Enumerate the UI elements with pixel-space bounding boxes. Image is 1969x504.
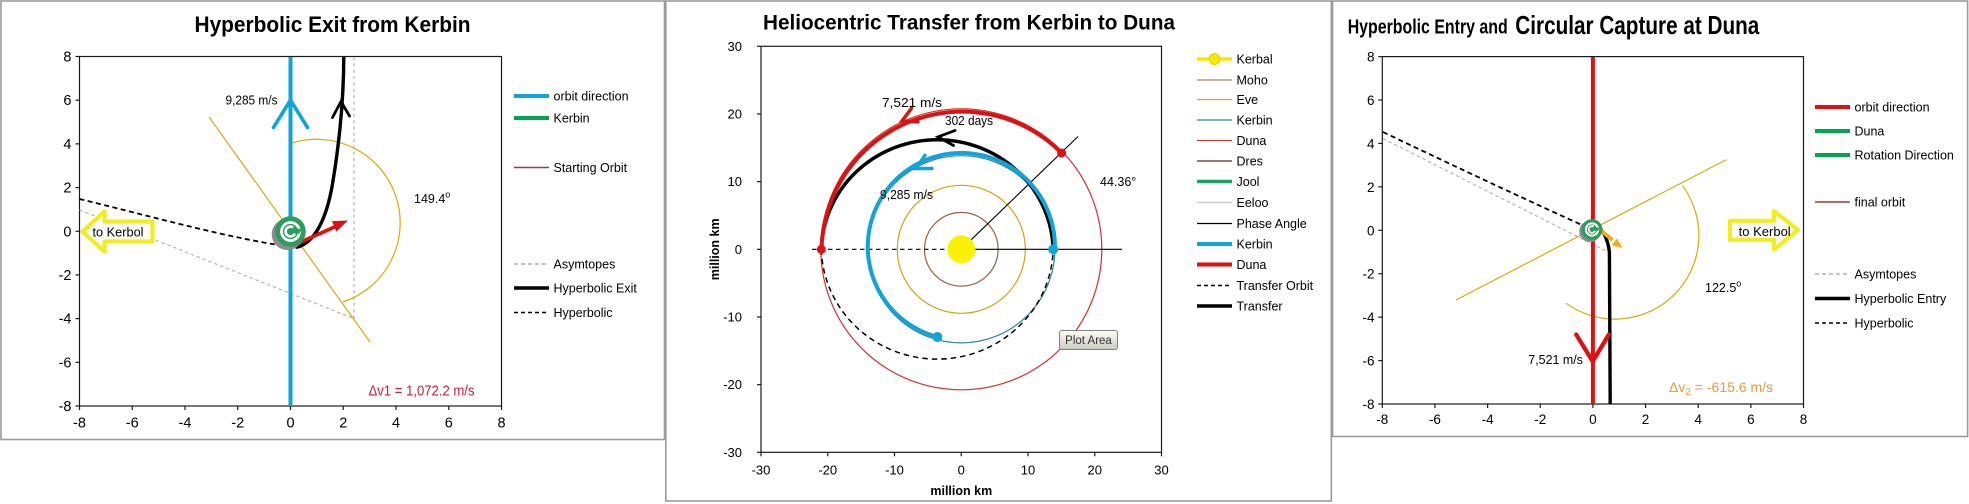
svg-text:8: 8 [1800, 412, 1808, 427]
svg-text:-20: -20 [723, 377, 742, 392]
svg-text:Plot Area: Plot Area [1065, 335, 1112, 347]
svg-text:-4: -4 [1362, 310, 1374, 325]
svg-text:Hyperbolic Exit: Hyperbolic Exit [554, 282, 638, 296]
svg-text:-2: -2 [1362, 267, 1374, 282]
svg-text:149.4o: 149.4o [414, 190, 450, 207]
svg-text:orbit direction: orbit direction [1855, 101, 1930, 115]
svg-text:7,521 m/s: 7,521 m/s [882, 96, 942, 110]
svg-text:-8: -8 [73, 416, 86, 432]
svg-text:Heliocentric Transfer from Ker: Heliocentric Transfer from Kerbin to Dun… [763, 12, 1175, 35]
svg-text:-2: -2 [231, 416, 244, 432]
svg-text:Duna: Duna [1237, 134, 1267, 148]
svg-text:Transfer Orbit: Transfer Orbit [1237, 279, 1314, 293]
svg-text:44.36°: 44.36° [1100, 175, 1136, 189]
svg-text:Hyperbolic Entry: Hyperbolic Entry [1855, 292, 1947, 306]
svg-text:-4: -4 [59, 312, 72, 328]
svg-text:-4: -4 [1482, 412, 1494, 427]
svg-text:6: 6 [63, 93, 71, 109]
svg-text:to Kerbol: to Kerbol [1739, 225, 1791, 239]
svg-text:20: 20 [1088, 463, 1102, 478]
svg-text:Transfer: Transfer [1237, 300, 1283, 314]
svg-text:2: 2 [63, 181, 71, 197]
svg-text:9,285 m/s: 9,285 m/s [226, 94, 278, 108]
svg-text:-30: -30 [752, 463, 771, 478]
svg-text:-2: -2 [1534, 412, 1546, 427]
svg-text:Eve: Eve [1237, 93, 1259, 107]
svg-text:-6: -6 [1429, 412, 1441, 427]
svg-text:Δv2 = -615.6 m/s: Δv2 = -615.6 m/s [1669, 379, 1773, 398]
svg-text:20: 20 [728, 106, 742, 121]
svg-text:-10: -10 [885, 463, 904, 478]
svg-text:million km: million km [708, 218, 722, 280]
svg-text:7,521 m/s: 7,521 m/s [1528, 353, 1583, 367]
svg-text:10: 10 [1021, 463, 1035, 478]
svg-text:-10: -10 [723, 309, 742, 324]
svg-text:6: 6 [1367, 93, 1375, 108]
svg-text:-6: -6 [1362, 354, 1374, 369]
svg-text:Δv1 = 1,072.2 m/s: Δv1 = 1,072.2 m/s [369, 384, 475, 400]
svg-text:Hyperbolic Entry and: Hyperbolic Entry and [1348, 16, 1508, 38]
svg-text:10: 10 [728, 174, 742, 189]
svg-text:6: 6 [445, 416, 453, 432]
svg-text:-6: -6 [59, 355, 72, 371]
svg-text:-8: -8 [1376, 412, 1388, 427]
svg-text:-6: -6 [126, 416, 139, 432]
svg-text:302 days: 302 days [945, 114, 993, 128]
svg-text:8: 8 [497, 416, 505, 432]
svg-text:-8: -8 [1362, 397, 1374, 412]
svg-text:Eeloo: Eeloo [1237, 196, 1269, 210]
svg-text:4: 4 [1694, 412, 1702, 427]
svg-text:Moho: Moho [1237, 74, 1268, 88]
svg-text:Asymtopes: Asymtopes [554, 258, 616, 272]
svg-text:0: 0 [286, 416, 294, 432]
svg-text:0: 0 [1589, 412, 1597, 427]
svg-text:-2: -2 [59, 268, 72, 284]
svg-text:30: 30 [1154, 463, 1168, 478]
svg-text:Circular Capture at Duna: Circular Capture at Duna [1515, 10, 1759, 40]
svg-text:0: 0 [63, 224, 71, 240]
svg-text:million km: million km [930, 484, 992, 498]
svg-text:Duna: Duna [1855, 125, 1885, 139]
svg-text:8: 8 [63, 50, 71, 66]
svg-text:Phase Angle: Phase Angle [1237, 217, 1307, 231]
svg-text:0: 0 [1367, 223, 1375, 238]
svg-text:2: 2 [1367, 180, 1375, 195]
svg-text:0: 0 [735, 242, 742, 257]
svg-text:0: 0 [958, 463, 965, 478]
svg-text:Hyperbolic: Hyperbolic [554, 306, 613, 320]
svg-text:final orbit: final orbit [1855, 196, 1906, 210]
svg-text:Kerbin: Kerbin [1237, 238, 1273, 252]
svg-text:Rotation Direction: Rotation Direction [1855, 149, 1954, 163]
svg-text:Starting Orbit: Starting Orbit [554, 161, 628, 175]
svg-text:4: 4 [392, 416, 400, 432]
svg-text:Dres: Dres [1237, 155, 1263, 169]
svg-text:4: 4 [1367, 136, 1375, 151]
svg-text:Kerbin: Kerbin [554, 112, 590, 126]
svg-text:4: 4 [63, 137, 71, 153]
svg-text:Hyperbolic Exit from Kerbin: Hyperbolic Exit from Kerbin [195, 12, 471, 37]
svg-text:Kerbal: Kerbal [1237, 53, 1273, 67]
svg-text:2: 2 [1642, 412, 1650, 427]
svg-text:9,285 m/s: 9,285 m/s [880, 188, 933, 202]
svg-text:30: 30 [728, 39, 742, 54]
svg-text:orbit direction: orbit direction [554, 90, 629, 104]
svg-text:Asymtopes: Asymtopes [1855, 268, 1917, 282]
svg-text:Jool: Jool [1237, 175, 1260, 189]
svg-text:Duna: Duna [1237, 258, 1267, 272]
svg-text:2: 2 [339, 416, 347, 432]
svg-text:Hyperbolic: Hyperbolic [1855, 317, 1914, 331]
svg-text:to Kerbol: to Kerbol [93, 226, 144, 240]
svg-text:-30: -30 [723, 445, 742, 460]
svg-text:6: 6 [1747, 412, 1755, 427]
svg-text:-20: -20 [818, 463, 837, 478]
svg-text:-4: -4 [179, 416, 192, 432]
svg-text:-8: -8 [59, 399, 72, 415]
svg-text:122.5o: 122.5o [1705, 279, 1741, 296]
svg-text:8: 8 [1367, 50, 1375, 65]
svg-text:Kerbin: Kerbin [1237, 114, 1273, 128]
